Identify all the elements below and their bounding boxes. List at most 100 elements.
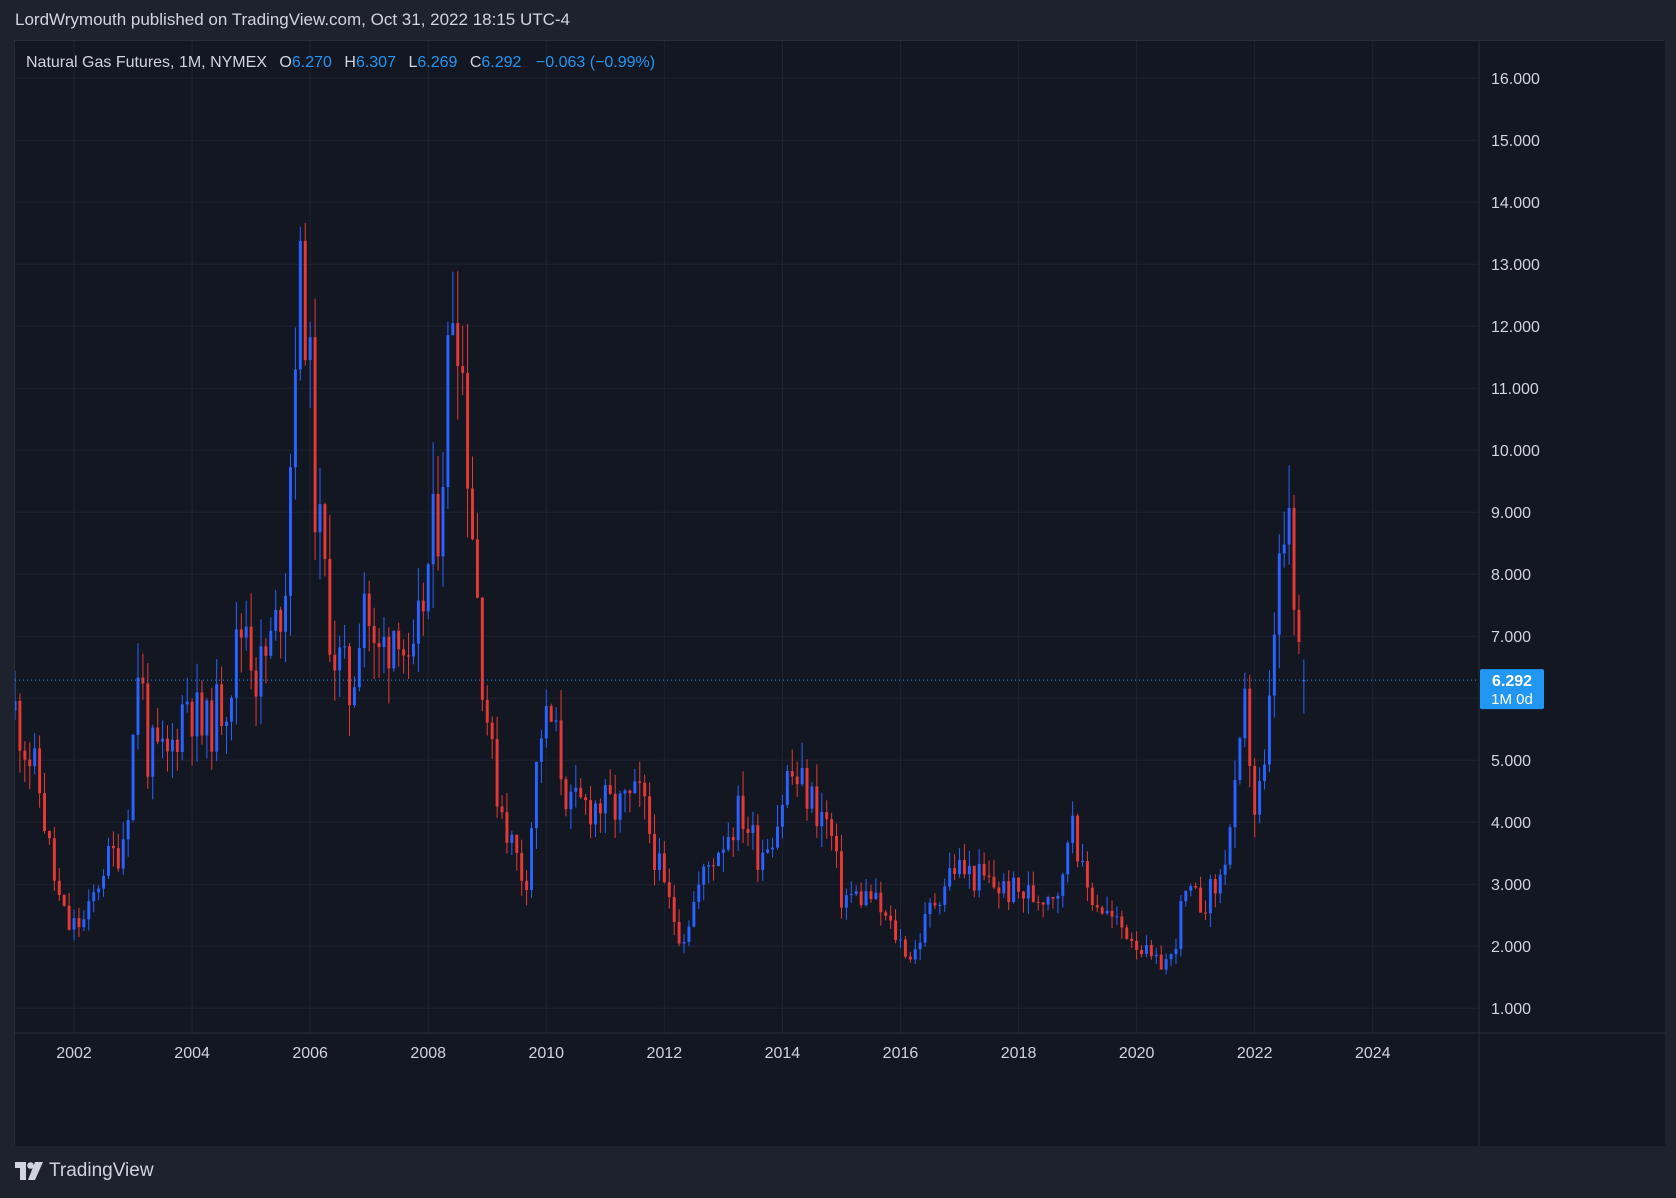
candle-body bbox=[372, 626, 376, 644]
candle-body bbox=[662, 853, 666, 883]
candle-body bbox=[899, 939, 902, 941]
candle-body bbox=[274, 609, 278, 631]
candle-body bbox=[1199, 887, 1203, 913]
candle-body bbox=[544, 705, 548, 739]
y-tick-label: 5.000 bbox=[1491, 753, 1531, 770]
candle-body bbox=[18, 700, 22, 751]
candle-body bbox=[559, 720, 563, 780]
chart-pane[interactable]: 1.0002.0003.0004.0005.0006.0007.0008.000… bbox=[14, 40, 1665, 1146]
candle-body bbox=[141, 677, 145, 684]
candle-body bbox=[520, 852, 524, 881]
candle-body bbox=[672, 897, 676, 922]
candle-body bbox=[1174, 948, 1178, 955]
y-tick-label: 7.000 bbox=[1491, 629, 1531, 646]
candle-body bbox=[1135, 940, 1139, 951]
candle-body bbox=[1066, 842, 1070, 875]
candle-body bbox=[33, 748, 37, 767]
candle-body bbox=[534, 761, 538, 829]
legend-open-value: 6.270 bbox=[291, 54, 332, 71]
candle-body bbox=[726, 836, 730, 850]
candle-body bbox=[1105, 910, 1109, 914]
candle-body bbox=[692, 901, 696, 927]
y-tick-label: 14.000 bbox=[1491, 195, 1540, 212]
candle-body bbox=[416, 600, 420, 644]
candle-body bbox=[864, 891, 868, 906]
candle-body bbox=[1115, 916, 1119, 918]
tradingview-logo-icon bbox=[15, 1162, 43, 1180]
candle-body bbox=[1046, 897, 1050, 905]
candle-body bbox=[766, 849, 770, 853]
candlestick-chart[interactable]: 1.0002.0003.0004.0005.0006.0007.0008.000… bbox=[15, 41, 1665, 1146]
candle-body bbox=[682, 941, 686, 944]
candle-body bbox=[475, 539, 479, 598]
candle-body bbox=[1208, 879, 1212, 914]
candle-body bbox=[795, 776, 799, 785]
candle-body bbox=[1263, 764, 1266, 782]
candle-body bbox=[471, 488, 474, 540]
candle-body bbox=[869, 891, 873, 900]
candle-body bbox=[1130, 938, 1134, 941]
candle-body bbox=[1233, 780, 1237, 828]
candle-body bbox=[1258, 781, 1262, 815]
candle-body bbox=[903, 939, 907, 957]
candle-body bbox=[441, 486, 445, 557]
candle-body bbox=[1100, 907, 1104, 914]
candle-body bbox=[736, 795, 740, 841]
candle-body bbox=[707, 865, 711, 867]
candle-body bbox=[948, 868, 952, 887]
candle-body bbox=[1071, 815, 1075, 843]
x-tick-label: 2002 bbox=[56, 1045, 92, 1062]
candle-body bbox=[323, 504, 327, 560]
candle-body bbox=[466, 372, 470, 489]
candle-body bbox=[461, 366, 465, 373]
candle-body bbox=[1031, 885, 1035, 902]
candle-body bbox=[790, 770, 794, 777]
candle-body bbox=[564, 779, 568, 810]
candle-body bbox=[456, 323, 460, 367]
published-caption: LordWrymouth published on TradingView.co… bbox=[15, 10, 571, 29]
candle-body bbox=[505, 812, 509, 843]
candle-body bbox=[1076, 815, 1080, 862]
candle-body bbox=[1090, 887, 1094, 906]
candle-body bbox=[254, 670, 258, 697]
candle-body bbox=[780, 804, 784, 827]
candle-body bbox=[594, 803, 597, 825]
candle-body bbox=[284, 595, 288, 632]
y-tick-label: 3.000 bbox=[1491, 877, 1531, 894]
candle-body bbox=[116, 848, 120, 869]
candle-body bbox=[82, 919, 86, 928]
candle-body bbox=[918, 942, 922, 950]
candle-body bbox=[200, 692, 204, 736]
candle-body bbox=[215, 684, 219, 752]
candle-body bbox=[859, 891, 863, 906]
candle-body bbox=[515, 834, 519, 853]
candle-body bbox=[1140, 950, 1144, 955]
candle-body bbox=[849, 894, 853, 896]
candle-body bbox=[1017, 877, 1021, 892]
candle-body bbox=[584, 797, 588, 801]
candle-body bbox=[992, 876, 996, 888]
candle-body bbox=[874, 892, 878, 900]
candle-body bbox=[446, 335, 450, 487]
last-price-value: 6.292 bbox=[1492, 673, 1532, 690]
candle-body bbox=[269, 630, 273, 656]
legend-open-label: O bbox=[279, 54, 292, 71]
candle-body bbox=[687, 926, 691, 942]
candle-body bbox=[1267, 695, 1271, 765]
candle-body bbox=[293, 369, 297, 468]
tradingview-logo[interactable]: TradingView bbox=[15, 1160, 154, 1182]
candle-body bbox=[407, 655, 411, 657]
candle-body bbox=[185, 701, 189, 705]
candle-body bbox=[47, 831, 51, 839]
candle-body bbox=[908, 956, 912, 960]
candle-body bbox=[839, 851, 843, 908]
candle-body bbox=[1026, 885, 1030, 899]
candle-body bbox=[490, 722, 494, 740]
last-price-tag bbox=[1480, 669, 1544, 710]
candle-body bbox=[1007, 881, 1011, 903]
candle-body bbox=[574, 787, 578, 792]
candle-body bbox=[958, 859, 961, 875]
candle-body bbox=[1169, 954, 1173, 960]
x-tick-label: 2004 bbox=[174, 1045, 210, 1062]
candles-group bbox=[15, 222, 1306, 975]
